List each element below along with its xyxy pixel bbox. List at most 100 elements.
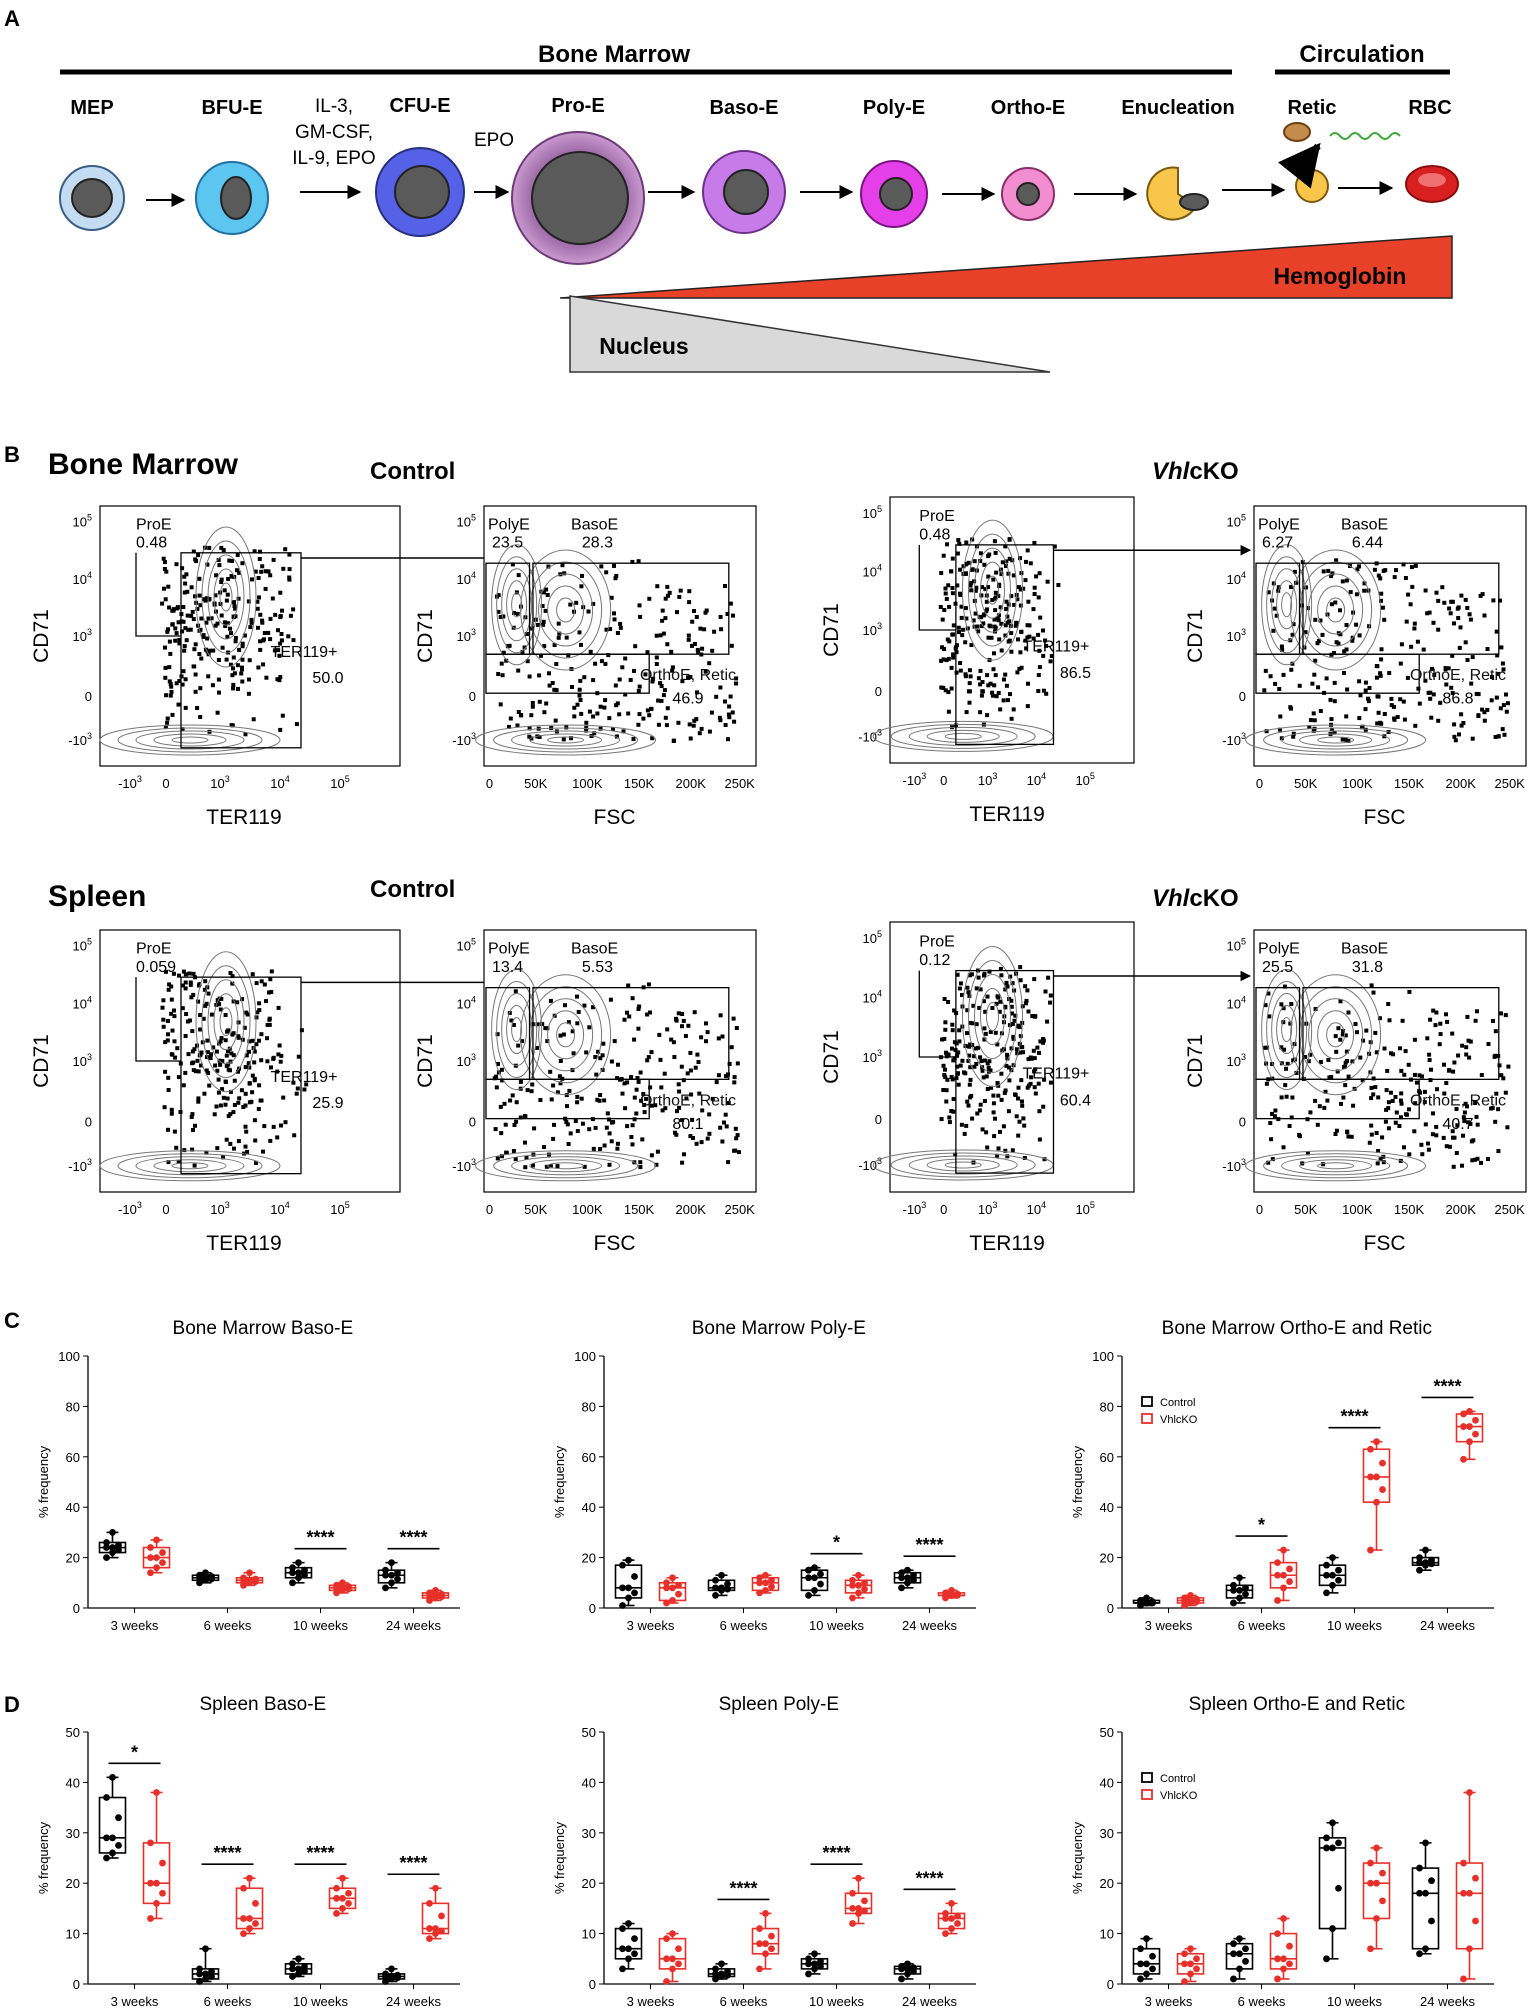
event-dot: [597, 1098, 602, 1103]
event-dot: [575, 702, 580, 707]
event-dot: [1032, 1056, 1037, 1061]
contour-ring: [1290, 974, 1382, 1096]
event-dot: [688, 1134, 693, 1139]
event-dot: [1450, 691, 1455, 695]
event-dot: [519, 713, 524, 718]
event-dot: [1043, 638, 1048, 643]
event-dot: [231, 666, 235, 671]
x-tick-label: 24 weeks: [1420, 1994, 1475, 2009]
data-point: [756, 1965, 763, 1973]
event-dot: [687, 722, 692, 727]
gate-ortho: [485, 653, 650, 694]
gate-value-polye: 23.5: [492, 535, 523, 552]
event-dot: [1342, 1064, 1347, 1069]
event-dot: [1447, 1144, 1452, 1149]
event-dot: [189, 995, 194, 1000]
event-dot: [707, 1112, 712, 1117]
data-point: [289, 1579, 296, 1587]
event-dot: [1313, 1098, 1318, 1103]
contour-ring: [117, 727, 263, 753]
event-dot: [545, 593, 550, 597]
event-dot: [1409, 565, 1414, 570]
event-dot: [273, 612, 278, 617]
event-dot: [1473, 1018, 1478, 1023]
event-dot: [1018, 603, 1023, 608]
x-tick-label: 24 weeks: [902, 1618, 957, 1633]
event-dot: [1444, 1144, 1449, 1149]
event-dot: [974, 1061, 979, 1066]
event-dot: [955, 551, 960, 556]
event-dot: [496, 1062, 500, 1066]
event-dot: [1470, 655, 1475, 660]
x-tick-label: -103: [902, 771, 926, 788]
contour-ring: [547, 1010, 585, 1060]
event-dot: [1281, 1006, 1286, 1011]
y-axis-label: CD71: [820, 603, 843, 657]
box-control: [1225, 1574, 1254, 1607]
event-dot: [224, 1053, 229, 1058]
event-dot: [986, 635, 991, 640]
event-dot: [166, 987, 171, 992]
event-dot: [1037, 1050, 1041, 1055]
event-dot: [1438, 700, 1443, 705]
event-dot: [188, 980, 193, 985]
y-tick-label: 0: [875, 684, 882, 699]
data-point: [1280, 1915, 1287, 1922]
event-dot: [694, 1141, 699, 1146]
event-dot: [664, 723, 669, 728]
event-dot: [1428, 1078, 1433, 1083]
event-dot: [1500, 727, 1505, 732]
event-dot: [205, 562, 210, 567]
x-tick-label: 24 weeks: [902, 1994, 957, 2009]
event-dot: [582, 1164, 587, 1169]
x-tick-label: 3 weeks: [111, 1994, 159, 2009]
event-dot: [1329, 602, 1334, 607]
event-dot: [223, 1013, 228, 1017]
data-point: [1187, 1592, 1194, 1599]
event-dot: [637, 1004, 642, 1009]
data-point: [153, 1899, 160, 1907]
event-dot: [577, 687, 582, 692]
data-point: [1187, 1945, 1194, 1953]
x-tick-label: 0: [162, 1202, 169, 1217]
event-dot: [1041, 628, 1045, 633]
event-dot: [1336, 1026, 1341, 1031]
event-dot: [163, 675, 168, 680]
event-dot: [496, 672, 501, 676]
event-dot: [1382, 617, 1387, 622]
event-dot: [726, 737, 730, 742]
event-dot: [1434, 1133, 1439, 1138]
event-dot: [1009, 649, 1014, 654]
event-dot: [1020, 1099, 1024, 1104]
event-dot: [1288, 1021, 1293, 1026]
data-point: [103, 1554, 110, 1561]
contour-ring: [201, 540, 251, 654]
event-dot: [194, 1069, 198, 1074]
event-dot: [629, 1135, 634, 1139]
event-dot: [1456, 616, 1461, 620]
data-point: [1193, 1595, 1200, 1603]
epo-label: EPO: [474, 130, 514, 151]
event-dot: [1326, 568, 1331, 573]
event-dot: [1056, 583, 1061, 587]
event-dot: [1465, 1014, 1470, 1019]
event-dot: [191, 549, 196, 554]
event-dot: [604, 627, 609, 632]
data-point: [246, 1874, 253, 1882]
y-tick-label: 20: [1100, 1876, 1114, 1891]
event-dot: [611, 727, 615, 732]
data-point: [246, 1915, 253, 1922]
event-dot: [215, 998, 220, 1003]
event-dot: [677, 594, 682, 599]
x-axis-label: TER119: [206, 1232, 281, 1255]
event-dot: [1005, 1052, 1009, 1057]
event-dot: [1007, 619, 1012, 624]
event-dot: [1461, 721, 1466, 725]
event-dot: [189, 585, 194, 590]
event-dot: [1019, 629, 1024, 634]
event-dot: [730, 710, 735, 715]
data-point: [339, 1584, 346, 1592]
contour-ring: [944, 1161, 982, 1169]
data-point: [756, 1574, 763, 1582]
data-point: [805, 1960, 812, 1968]
